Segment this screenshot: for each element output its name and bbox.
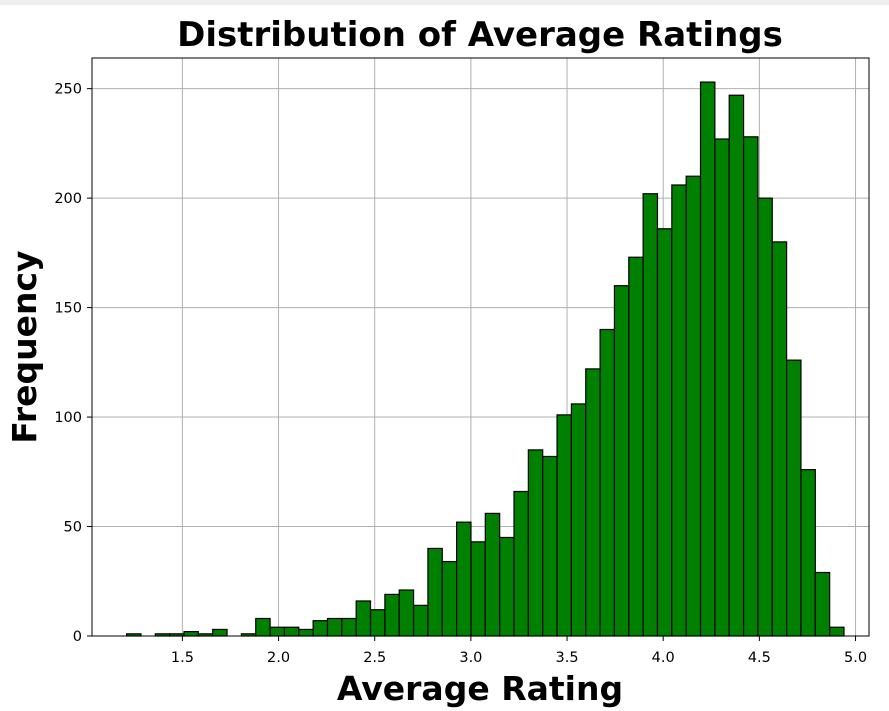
histogram-bar — [829, 626, 845, 637]
histogram-bar — [656, 228, 673, 637]
y-tick-label: 100 — [54, 410, 82, 426]
histogram-bar — [283, 626, 300, 637]
histogram-bar — [369, 609, 386, 637]
y-tick-label: 200 — [54, 191, 82, 207]
x-axis-label: Average Rating — [337, 669, 623, 708]
histogram-bar — [542, 455, 558, 637]
histogram-bar — [470, 541, 486, 637]
histogram-bar — [585, 368, 601, 637]
histogram-bar — [671, 184, 687, 637]
histogram-bar — [312, 620, 329, 637]
x-axis-ticks: 1.5 2.0 2.5 3.0 3.5 4.0 4.5 5.0 — [171, 636, 867, 666]
x-tick-label: 3.5 — [556, 650, 579, 666]
histogram-bar — [685, 175, 702, 637]
chart-title: Distribution of Average Ratings — [177, 15, 783, 55]
histogram-bar — [212, 628, 228, 637]
histogram-bar — [384, 593, 400, 637]
histogram-bar — [341, 617, 357, 637]
histogram-bar — [742, 136, 759, 637]
x-tick-label: 2.0 — [267, 650, 290, 666]
histogram-bar — [326, 617, 343, 637]
histogram-bar — [757, 197, 773, 637]
histogram-bar — [556, 414, 572, 637]
x-tick-label: 4.5 — [748, 650, 771, 666]
histogram-bar — [570, 403, 587, 637]
histogram-bar — [599, 328, 616, 637]
histogram-bar — [427, 547, 443, 637]
y-axis-ticks: 0 50 100 150 200 250 — [54, 82, 92, 645]
y-tick-label: 250 — [54, 82, 82, 98]
histogram-bar — [499, 536, 515, 637]
histogram-bar — [298, 628, 314, 637]
histogram-bar — [814, 571, 831, 637]
histogram-bar — [255, 617, 271, 637]
histogram-bar — [269, 626, 286, 637]
x-tick-label: 5.0 — [844, 650, 867, 666]
histogram-bar — [456, 521, 472, 637]
histogram-bar — [513, 490, 529, 637]
histogram-bar — [714, 138, 730, 637]
histogram-bar — [398, 589, 415, 637]
histogram-bar — [628, 256, 644, 637]
histogram-bar — [484, 512, 501, 637]
x-tick-label: 1.5 — [171, 650, 194, 666]
histogram-bar — [699, 81, 716, 637]
top-strip — [0, 0, 889, 5]
histogram-bar — [786, 359, 802, 637]
y-tick-label: 0 — [73, 629, 82, 645]
histogram-bar — [441, 560, 458, 637]
x-tick-label: 4.0 — [652, 650, 675, 666]
histogram-bar — [412, 604, 429, 637]
histogram-bar — [728, 94, 745, 637]
y-tick-label: 50 — [64, 520, 82, 536]
histogram-bar — [613, 285, 630, 637]
histogram-bar — [800, 469, 816, 637]
histogram-bars — [126, 81, 845, 637]
histogram-bar — [355, 600, 372, 637]
y-axis-label: Frequency — [5, 250, 44, 443]
x-tick-label: 3.0 — [459, 650, 482, 666]
y-tick-label: 150 — [54, 301, 82, 317]
histogram-bar — [527, 449, 544, 637]
histogram-bar — [642, 193, 659, 637]
histogram-bar — [771, 241, 788, 637]
plot-area-frame — [91, 57, 870, 637]
histogram-bar — [183, 631, 199, 637]
x-tick-label: 2.5 — [363, 650, 386, 666]
